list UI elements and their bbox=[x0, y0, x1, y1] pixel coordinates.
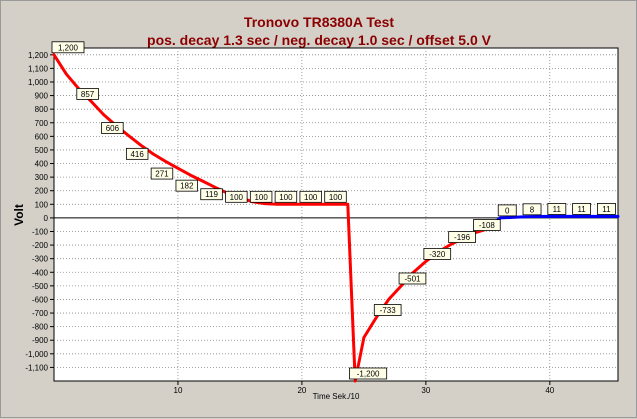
data-label-box bbox=[225, 190, 248, 203]
y-tick-label: -1,100 bbox=[25, 363, 48, 372]
data-label: -196 bbox=[454, 233, 471, 242]
data-label-box bbox=[547, 203, 567, 215]
data-label-box bbox=[473, 219, 501, 231]
series-line bbox=[52, 53, 490, 383]
y-tick-label: -200 bbox=[32, 241, 49, 250]
data-label: -733 bbox=[380, 306, 397, 315]
x-axis-label: Time Sek./10 bbox=[313, 392, 360, 401]
y-tick-label: 800 bbox=[35, 105, 49, 114]
data-label: 606 bbox=[106, 124, 120, 133]
x-tick-label: 20 bbox=[297, 386, 306, 395]
data-label-box bbox=[373, 304, 402, 316]
grid-layer bbox=[54, 48, 618, 381]
data-label-box bbox=[522, 203, 542, 216]
y-tick-label: 0 bbox=[44, 214, 49, 223]
data-label-box bbox=[175, 179, 198, 192]
y-tick-label: 500 bbox=[35, 146, 49, 155]
data-label: -108 bbox=[479, 221, 496, 230]
data-label-box bbox=[423, 247, 452, 260]
y-tick-label: -500 bbox=[32, 282, 49, 291]
chart-subtitle: pos. decay 1.3 sec / neg. decay 1.0 sec … bbox=[147, 32, 492, 48]
data-label: 1,200 bbox=[58, 43, 79, 52]
data-label: 8 bbox=[530, 205, 535, 214]
y-tick-label: -900 bbox=[32, 336, 49, 345]
y-tick-label: -700 bbox=[32, 309, 49, 318]
x-tick-label: 30 bbox=[421, 386, 430, 395]
y-tick-label: 400 bbox=[35, 160, 49, 169]
data-label-box bbox=[597, 203, 616, 215]
y-tick-label: -1,000 bbox=[25, 350, 48, 359]
data-label-box bbox=[572, 203, 592, 215]
data-label-box bbox=[448, 231, 476, 243]
data-label-box bbox=[398, 272, 427, 285]
y-tick-label: 600 bbox=[35, 132, 49, 141]
data-label-box bbox=[125, 147, 149, 160]
y-tick-label: -300 bbox=[32, 255, 49, 264]
data-label: 100 bbox=[279, 193, 293, 202]
y-tick-label: 100 bbox=[35, 200, 49, 209]
data-label: -1,200 bbox=[357, 370, 380, 379]
chart-title: Tronovo TR8380A Test bbox=[244, 14, 394, 30]
data-label: 11 bbox=[602, 205, 611, 214]
y-tick-label: -100 bbox=[32, 227, 49, 236]
data-label: 271 bbox=[155, 170, 169, 179]
y-tick-label: -600 bbox=[32, 295, 49, 304]
series-layer bbox=[52, 53, 620, 383]
label-layer: 1,200 857 606 416 271 182 119 100 100 100 100 100 -1… bbox=[51, 41, 616, 380]
y-tick-label: 1,200 bbox=[28, 51, 49, 60]
data-label: 100 bbox=[304, 193, 318, 202]
data-label-box bbox=[299, 190, 322, 203]
data-label-box bbox=[349, 367, 388, 380]
data-label-box bbox=[51, 41, 85, 54]
data-label: 100 bbox=[254, 193, 268, 202]
y-tick-label: 900 bbox=[35, 92, 49, 101]
data-label-box bbox=[76, 88, 99, 100]
data-label: 182 bbox=[180, 182, 194, 191]
data-label: 0 bbox=[505, 206, 510, 215]
x-tick-label: 40 bbox=[545, 386, 554, 395]
tick-layer: 10 20 30 401,2001,1001,00090080070060050040… bbox=[25, 51, 555, 395]
data-label: 119 bbox=[205, 190, 218, 199]
series-line bbox=[486, 214, 620, 231]
data-label: -320 bbox=[429, 250, 446, 259]
data-label: 100 bbox=[230, 193, 244, 202]
data-label-box bbox=[101, 122, 124, 134]
data-label: 11 bbox=[553, 205, 562, 214]
data-label-box bbox=[274, 190, 298, 203]
data-label: 416 bbox=[130, 150, 144, 159]
y-tick-label: 200 bbox=[35, 187, 49, 196]
data-label-box bbox=[324, 190, 347, 203]
y-tick-label: -800 bbox=[32, 323, 49, 332]
data-label: 857 bbox=[81, 90, 95, 99]
data-label-box bbox=[249, 190, 273, 203]
y-tick-label: 700 bbox=[35, 119, 49, 128]
data-label: 11 bbox=[577, 205, 586, 214]
data-label-box bbox=[150, 167, 174, 180]
y-tick-label: 300 bbox=[35, 173, 49, 182]
x-tick-label: 10 bbox=[174, 386, 183, 395]
data-label-box bbox=[200, 188, 223, 201]
data-label-box bbox=[497, 204, 517, 217]
y-tick-label: 1,100 bbox=[28, 64, 49, 73]
data-label: 100 bbox=[329, 193, 343, 202]
data-label: -501 bbox=[404, 274, 421, 283]
y-axis-label: Volt bbox=[12, 204, 26, 226]
y-tick-label: -400 bbox=[32, 268, 49, 277]
y-tick-label: 1,000 bbox=[28, 78, 49, 87]
